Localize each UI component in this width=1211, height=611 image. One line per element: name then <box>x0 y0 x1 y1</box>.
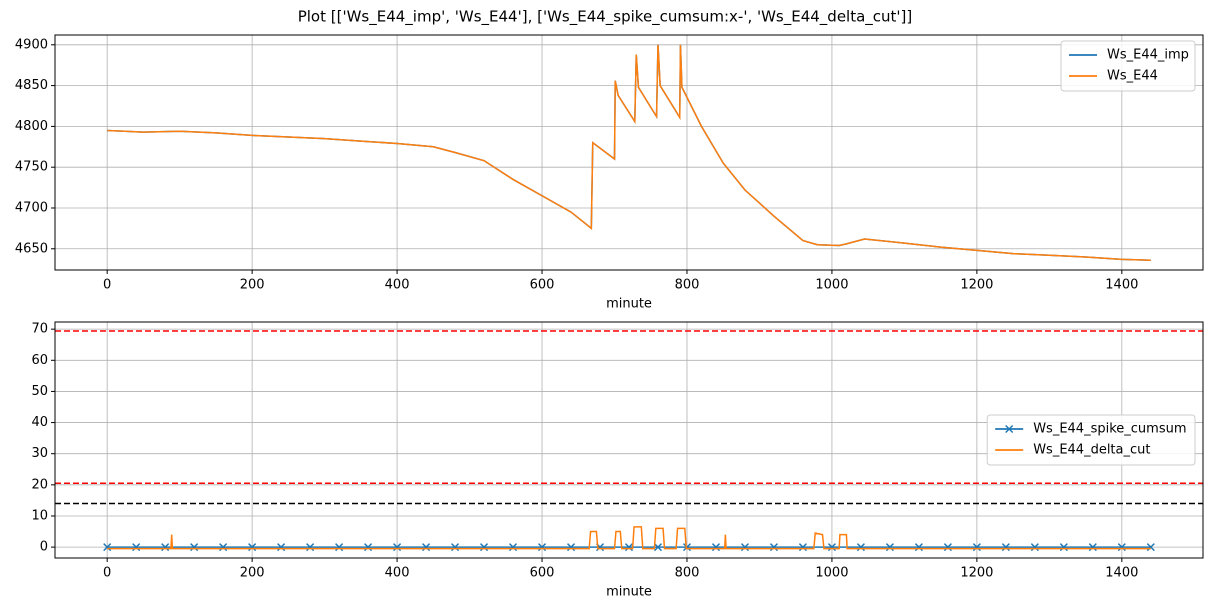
y-tick-label: 20 <box>31 477 48 492</box>
x-tick-label: 1000 <box>815 566 848 581</box>
y-tick-label: 4850 <box>15 78 48 93</box>
y-tick-label: 4750 <box>15 160 48 175</box>
series-marker <box>132 543 141 552</box>
legend-label: Ws_E44_spike_cumsum <box>1033 422 1186 437</box>
series-marker <box>769 543 778 552</box>
x-tick-label: 800 <box>675 566 700 581</box>
axes: 0 200 400 600 800 1000 1200 1400 0 10 20 30 40 50 60 70… <box>31 321 1204 600</box>
legend-label: Ws_E44_delta_cut <box>1033 443 1150 458</box>
series-marker <box>161 543 170 552</box>
series-marker <box>682 543 692 552</box>
series-marker <box>566 543 576 552</box>
x-tick-label: 1200 <box>960 278 993 293</box>
series-marker <box>480 543 489 552</box>
series-marker <box>711 543 721 552</box>
series-marker <box>943 543 952 552</box>
series-marker <box>422 543 431 552</box>
axes-frame <box>54 34 1204 271</box>
series-marker <box>248 543 257 552</box>
x-tick-label: 800 <box>675 278 700 293</box>
legend-box <box>986 414 1196 466</box>
y-tick-label: 10 <box>31 508 48 523</box>
x-axis-label: minute <box>606 297 652 312</box>
series-marker <box>1117 543 1126 552</box>
y-tick-label: 50 <box>31 384 48 399</box>
series-marker <box>856 543 865 552</box>
series-marker <box>451 543 460 552</box>
x-tick-label: 200 <box>240 278 265 293</box>
series-marker <box>827 543 836 552</box>
series-marker <box>885 543 894 552</box>
series-marker <box>624 543 634 552</box>
series-line <box>107 526 1151 550</box>
y-tick-label: 4700 <box>15 200 48 215</box>
x-tick-label: 0 <box>103 278 111 293</box>
series-marker <box>393 543 402 552</box>
series-marker <box>335 543 344 552</box>
y-tick-label: 40 <box>31 415 48 430</box>
series-line <box>107 44 1151 261</box>
y-tick-label: 4800 <box>15 119 48 134</box>
y-tick-label: 70 <box>31 322 48 337</box>
series-marker <box>740 543 749 552</box>
series-marker <box>1030 543 1039 552</box>
x-tick-label: 600 <box>530 278 555 293</box>
series-marker <box>653 543 663 552</box>
x-axis-label: minute <box>606 585 652 600</box>
series-marker <box>1001 543 1010 552</box>
x-tick-label: 400 <box>385 566 410 581</box>
series-marker <box>306 543 315 552</box>
y-tick-label: 30 <box>31 446 48 461</box>
series-marker <box>972 543 981 552</box>
x-tick-label: 1400 <box>1105 566 1138 581</box>
x-tick-label: 1400 <box>1105 278 1138 293</box>
figure-title: Plot [['Ws_E44_imp', 'Ws_E44'], ['Ws_E44… <box>298 8 913 27</box>
axes: 0 200 400 600 800 1000 1200 1400 4650 4700 4750 480… <box>15 34 1204 312</box>
series-marker <box>219 543 228 552</box>
series-marker <box>537 543 547 552</box>
legend-label: Ws_E44_imp <box>1107 48 1189 63</box>
series-marker <box>1088 543 1097 552</box>
y-tick-label: 4900 <box>15 37 48 52</box>
series-marker <box>190 543 199 552</box>
series-marker <box>364 543 373 552</box>
x-tick-label: 1200 <box>960 566 993 581</box>
y-tick-label: 0 <box>40 540 48 555</box>
x-tick-label: 0 <box>103 566 111 581</box>
x-tick-label: 600 <box>530 566 555 581</box>
y-tick-label: 4650 <box>15 241 48 256</box>
x-tick-label: 400 <box>385 278 410 293</box>
x-tick-label: 1000 <box>815 278 848 293</box>
x-tick-label: 200 <box>240 566 265 581</box>
series-marker <box>103 543 112 552</box>
series-marker <box>798 543 807 552</box>
series-marker <box>1146 543 1155 552</box>
legend-box <box>1060 40 1196 92</box>
series-marker <box>509 543 518 552</box>
series-marker <box>914 543 923 552</box>
y-tick-label: 60 <box>31 353 48 368</box>
series-marker <box>277 543 286 552</box>
series-line <box>107 44 1151 261</box>
axes-frame <box>54 321 1204 559</box>
legend-marker <box>1005 424 1014 434</box>
legend-label: Ws_E44 <box>1107 69 1158 84</box>
series-marker <box>1059 543 1068 552</box>
